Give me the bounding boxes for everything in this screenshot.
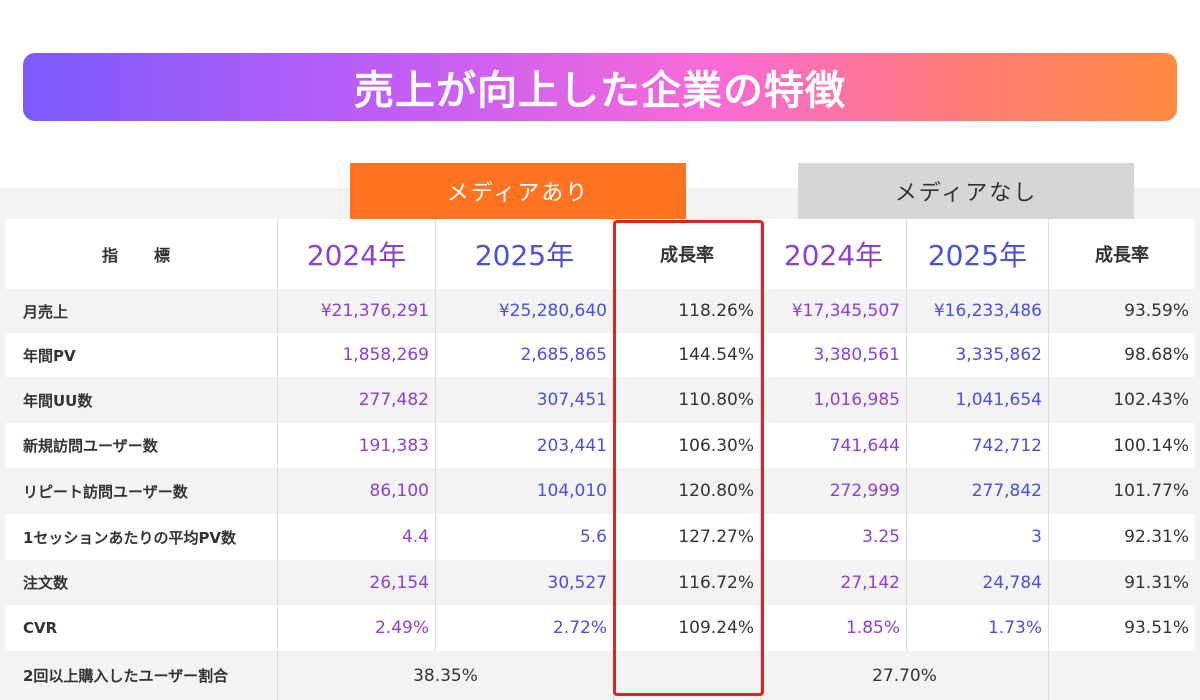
- cell-media-2024: 4.4: [278, 514, 436, 560]
- cell-nomedia-2024: ¥17,345,507: [761, 289, 907, 333]
- cell-nomedia-2025: 3,335,862: [907, 333, 1049, 377]
- cell-media-2025: 30,527: [436, 560, 614, 605]
- cell-nomedia-2024: 3.25: [761, 514, 907, 560]
- cell-nomedia-2024: 27,142: [761, 560, 907, 605]
- cell-media-2025: 5.6: [436, 514, 614, 560]
- cell-nomedia-2024: 272,999: [761, 468, 907, 514]
- cell-media-2024: 2.49%: [278, 605, 436, 651]
- header-media-growth: 成長率: [614, 219, 761, 289]
- cell-media-growth: 106.30%: [614, 423, 761, 468]
- table-row: リピート訪問ユーザー数 86,100 104,010 120.80% 272,9…: [5, 468, 1195, 514]
- cell-media-growth: 110.80%: [614, 377, 761, 423]
- table-row: 1セッションあたりの平均PV数 4.4 5.6 127.27% 3.25 3 9…: [5, 514, 1195, 560]
- cell-media-2024: 1,858,269: [278, 333, 436, 377]
- cell-media-2025: 307,451: [436, 377, 614, 423]
- cell-nomedia-growth: 91.31%: [1124, 572, 1189, 593]
- group-label-without-media: メディアなし: [798, 163, 1134, 219]
- cell-media-2024: 191,383: [278, 423, 436, 468]
- row-label: 月売上: [5, 289, 278, 333]
- cell-media-2025: 2.72%: [436, 605, 614, 651]
- cell-nomedia-2024: 1.85%: [761, 605, 907, 651]
- cell-nomedia-2024: 1,016,985: [761, 377, 907, 423]
- header-nomedia-growth: 成長率: [1095, 245, 1149, 266]
- cell-media-growth: 118.26%: [614, 289, 761, 333]
- table-row: 年間UU数 277,482 307,451 110.80% 1,016,985 …: [5, 377, 1195, 423]
- cell-media-growth: 144.54%: [614, 333, 761, 377]
- cell-media-growth: 109.24%: [614, 605, 761, 651]
- cell-nomedia-2025: ¥16,233,486: [907, 289, 1049, 333]
- table-row-repeat-purchase: 2回以上購入したユーザー割合 38.35% 27.70%: [5, 651, 1195, 700]
- cell-media-2025: ¥25,280,640: [436, 289, 614, 333]
- row-label: 1セッションあたりの平均PV数: [5, 514, 278, 560]
- cell-nomedia-growth: 93.59%: [1124, 301, 1189, 321]
- header-nomedia-2024: 2024年: [761, 219, 907, 289]
- table-row: 新規訪問ユーザー数 191,383 203,441 106.30% 741,64…: [5, 423, 1195, 468]
- table-row: 注文数 26,154 30,527 116.72% 27,142 24,784 …: [5, 560, 1195, 605]
- cell-media-growth: 116.72%: [614, 560, 761, 605]
- cell-nomedia-growth: 102.43%: [1113, 390, 1189, 410]
- cell-nomedia-growth: 98.68%: [1124, 345, 1189, 365]
- cell-nomedia-2025: 24,784: [907, 560, 1049, 605]
- cell-media-2024: 277,482: [278, 377, 436, 423]
- header-media-2024: 2024年: [278, 219, 436, 289]
- cell-media-growth: 120.80%: [614, 468, 761, 514]
- cell-nomedia-2025: 1.73%: [907, 605, 1049, 651]
- cell-media-2025: 2,685,865: [436, 333, 614, 377]
- table-row: 月売上 ¥21,376,291 ¥25,280,640 118.26% ¥17,…: [5, 289, 1195, 333]
- header-indicator: 指 標: [5, 219, 278, 289]
- page-title: 売上が向上した企業の特徴: [354, 68, 846, 114]
- cell-media-2024: ¥21,376,291: [278, 289, 436, 333]
- group-label-with-media: メディアあり: [350, 163, 686, 219]
- title-banner: 売上が向上した企業の特徴: [23, 53, 1177, 121]
- cell-nomedia-2025: 3: [907, 514, 1049, 560]
- row-label: 年間PV: [5, 333, 278, 377]
- cell-nomedia-growth: 100.14%: [1113, 435, 1189, 456]
- table-row: 年間PV 1,858,269 2,685,865 144.54% 3,380,5…: [5, 333, 1195, 377]
- row-label: 年間UU数: [5, 377, 278, 423]
- table-row: CVR 2.49% 2.72% 109.24% 1.85% 1.73% 93.5…: [5, 605, 1195, 651]
- comparison-table: 指 標 2024年 2025年 成長率 2024年 2025年 成長率 月売上 …: [5, 219, 1195, 700]
- cell-media-2025: 104,010: [436, 468, 614, 514]
- cell-media-growth: 127.27%: [614, 514, 761, 560]
- cell-nomedia-growth: 92.31%: [1124, 527, 1189, 547]
- cell-nomedia-repeat-growth-empty: [1049, 651, 1195, 700]
- cell-media-2024: 86,100: [278, 468, 436, 514]
- table-header-row: 指 標 2024年 2025年 成長率 2024年 2025年 成長率: [5, 219, 1195, 289]
- row-label: 2回以上購入したユーザー割合: [5, 651, 278, 700]
- cell-nomedia-2024: 3,380,561: [761, 333, 907, 377]
- cell-nomedia-growth: 93.51%: [1124, 618, 1189, 638]
- row-label: 新規訪問ユーザー数: [5, 423, 278, 468]
- cell-nomedia-2025: 1,041,654: [907, 377, 1049, 423]
- header-nomedia-2025: 2025年: [907, 219, 1049, 289]
- cell-nomedia-2024: 741,644: [761, 423, 907, 468]
- cell-media-repeat-growth-empty: [614, 651, 761, 700]
- cell-media-2025: 203,441: [436, 423, 614, 468]
- cell-nomedia-2025: 277,842: [907, 468, 1049, 514]
- cell-nomedia-repeat-ratio: 27.70%: [761, 651, 1049, 700]
- cell-media-2024: 26,154: [278, 560, 436, 605]
- cell-nomedia-growth: 101.77%: [1113, 481, 1189, 501]
- row-label: リピート訪問ユーザー数: [5, 468, 278, 514]
- cell-nomedia-2025: 742,712: [907, 423, 1049, 468]
- header-media-2025: 2025年: [436, 219, 614, 289]
- cell-media-repeat-ratio: 38.35%: [278, 651, 614, 700]
- row-label: 注文数: [5, 560, 278, 605]
- row-label: CVR: [5, 605, 278, 651]
